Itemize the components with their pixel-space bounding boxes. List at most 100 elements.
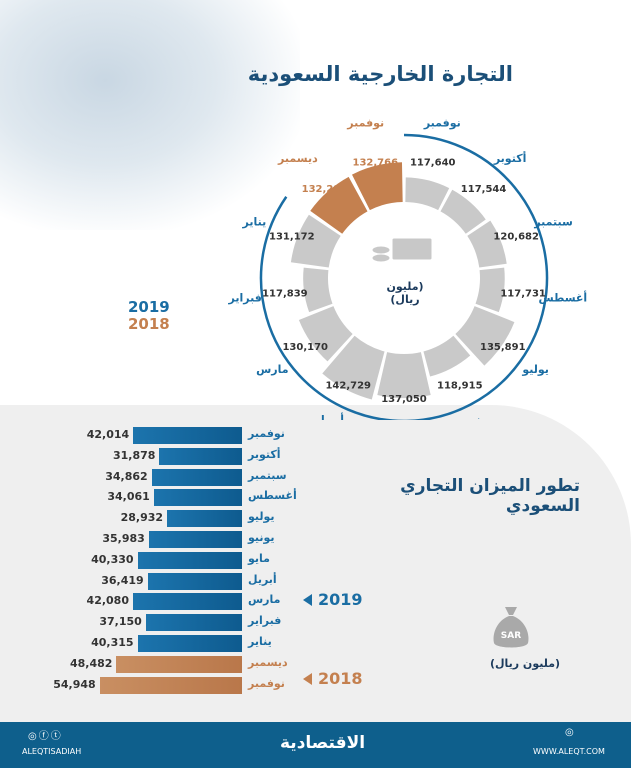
- instagram-icon[interactable]: ◎: [28, 731, 39, 742]
- radial-value-label: 120,682: [493, 231, 539, 242]
- bar-month-label: مايو: [248, 551, 270, 565]
- social-handle[interactable]: ALEQTISADIAH: [22, 747, 82, 756]
- radial-month-label: يناير: [242, 215, 267, 228]
- trade-hero-image: [0, 0, 300, 230]
- radial-segment: [423, 335, 471, 377]
- bag-label: SAR: [501, 631, 521, 641]
- trade-balance-title: تطور الميزان التجاري السعودي: [400, 476, 580, 516]
- radial-value-label: 132,766: [353, 157, 399, 168]
- radial-segment: [440, 189, 486, 234]
- radial-value-label: 117,640: [410, 157, 456, 168]
- radial-month-label: يوليو: [521, 363, 549, 376]
- radial-value-label: 117,544: [461, 184, 507, 195]
- bar: [133, 427, 242, 444]
- radial-value-label: 131,172: [269, 231, 315, 242]
- radial-month-label: سبتمبر: [533, 215, 573, 228]
- trade-balance-panel: [0, 405, 631, 725]
- year-tag-2018: 2018: [318, 669, 363, 688]
- legend-2019: 2019: [128, 298, 170, 316]
- bar-month-label: أغسطس: [248, 489, 297, 503]
- radial-month-label: أغسطس: [538, 290, 587, 304]
- bar: [137, 635, 242, 652]
- bar-month-label: أبريل: [248, 572, 277, 586]
- bar-month-label: ديسمبر: [248, 655, 288, 669]
- globe-icon: ◎: [565, 727, 574, 738]
- twitter-icon[interactable]: ⓣ: [50, 731, 63, 742]
- bar: [133, 593, 242, 611]
- bar-value-label: 42,014: [86, 428, 130, 441]
- radial-segment: [467, 220, 507, 268]
- bar-month-label: نوفمبر: [248, 427, 285, 440]
- bar-month-label: نوفمبر: [248, 676, 285, 690]
- bar-month-label: مارس: [248, 593, 281, 607]
- bar-value-label: 40,315: [91, 636, 134, 649]
- bar-value-label: 28,932: [120, 511, 164, 525]
- radial-value-label: 142,729: [325, 380, 371, 391]
- website-link[interactable]: WWW.ALEQT.COM: [533, 747, 605, 756]
- money-bag-icon: SAR: [493, 607, 529, 648]
- bar-month-label: يناير: [248, 635, 272, 648]
- bar-value-label: 54,948: [53, 677, 96, 691]
- bar-month-label: فبراير: [248, 614, 282, 628]
- radial-month-label: ديسمبر: [277, 152, 318, 165]
- footer: ◎ⓕⓣ ALEQTISADIAH الاقتصادية ◎ WWW.ALEQT.…: [0, 722, 631, 768]
- radial-segment: [310, 176, 368, 234]
- bar: [148, 531, 242, 548]
- radial-value-label: 118,915: [437, 380, 483, 391]
- radial-value-label: 117,731: [500, 288, 546, 299]
- bar-value-label: 37,150: [99, 615, 142, 629]
- radial-segment: [377, 352, 431, 399]
- radial-month-label: أبريل: [315, 413, 344, 420]
- radial-segment: [351, 162, 403, 211]
- radial-segment: [405, 177, 450, 211]
- bar-month-label: أكتوبر: [248, 447, 281, 461]
- coins-icon: [371, 253, 391, 263]
- radial-value-label: 137,050: [381, 394, 427, 405]
- year-2019-arc: [259, 133, 549, 420]
- bar-value-label: 42,080: [86, 594, 129, 608]
- bar-value-label: 48,482: [69, 656, 113, 670]
- bar-month-label: سبتمبر: [248, 468, 287, 482]
- radial-segment: [475, 267, 505, 313]
- bar: [145, 614, 242, 632]
- radial-value-label: 135,891: [480, 342, 526, 353]
- foreign-trade-title: التجارة الخارجية السعودية: [247, 62, 513, 86]
- bar: [167, 510, 242, 528]
- brand-logo: الاقتصادية: [280, 733, 366, 753]
- radial-month-label: مارس: [256, 363, 288, 376]
- radial-chart: 117,640 نوفمبر 117,544 أكتوبر 120,682 سبتمبر 1…: [228, 117, 587, 420]
- radial-segment: [303, 267, 333, 313]
- social-icons[interactable]: ◎ⓕⓣ: [28, 727, 63, 742]
- radial-segment: [290, 214, 341, 268]
- radial-month-label: نوفمبر: [423, 117, 461, 130]
- bar: [137, 551, 242, 569]
- bar-month-label: يونيو: [248, 531, 275, 544]
- radial-month-label: فبراير: [228, 291, 262, 304]
- radial-value-label: 132,284: [302, 184, 348, 195]
- radial-month-label: نوفمبر: [346, 117, 384, 130]
- legend-2018: 2018: [128, 315, 170, 333]
- coins-icon: [371, 245, 391, 255]
- bar: [153, 489, 242, 507]
- year-tag-2019: 2019: [318, 590, 363, 609]
- bar-unit-label: (مليون ريال): [489, 657, 561, 670]
- bar: [99, 676, 242, 694]
- arrow-2018-icon: [303, 673, 312, 685]
- radial-value-label: 117,839: [262, 288, 308, 299]
- bar-value-label: 31,878: [112, 448, 156, 462]
- bar: [159, 447, 242, 465]
- radial-month-label: يونيو: [464, 414, 492, 420]
- radial-segment: [322, 335, 385, 400]
- bar: [151, 468, 242, 486]
- arrow-2019-icon: [303, 594, 312, 606]
- radial-month-label: أكتوبر: [493, 151, 527, 165]
- money-stack-icon: [391, 237, 433, 261]
- radial-unit-label: (مليون ريال): [386, 280, 424, 306]
- bar-value-label: 40,330: [91, 552, 134, 566]
- bar-value-label: 35,983: [102, 532, 145, 545]
- bar-month-label: يوليو: [248, 510, 275, 524]
- facebook-icon[interactable]: ⓕ: [38, 731, 51, 742]
- bar: [116, 655, 242, 673]
- radial-segment: [455, 306, 515, 366]
- bar-value-label: 36,419: [101, 573, 144, 587]
